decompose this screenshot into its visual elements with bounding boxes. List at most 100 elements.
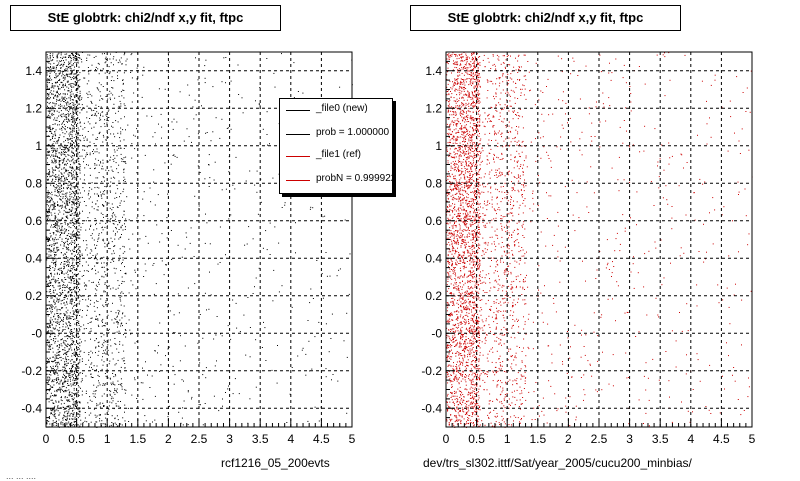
data-point <box>227 388 228 389</box>
data-point <box>65 424 66 425</box>
data-point <box>460 400 461 401</box>
data-point <box>52 138 53 139</box>
y-tick-label: 1.2 <box>25 101 42 115</box>
data-point <box>108 243 109 244</box>
data-point <box>113 212 114 213</box>
data-point <box>71 282 72 283</box>
data-point <box>128 421 129 422</box>
data-point <box>74 290 75 291</box>
data-point <box>67 335 68 336</box>
data-point <box>70 84 71 85</box>
data-point <box>88 306 89 307</box>
data-point <box>97 139 98 140</box>
data-point <box>60 106 61 107</box>
data-point <box>479 297 480 298</box>
data-point <box>49 416 50 417</box>
data-point <box>46 423 47 424</box>
data-point <box>57 148 58 149</box>
data-point <box>72 392 73 393</box>
data-point <box>665 95 666 96</box>
data-point <box>67 235 68 236</box>
data-point <box>93 149 94 150</box>
data-point <box>55 209 56 210</box>
data-point <box>58 63 59 64</box>
data-point <box>259 268 260 269</box>
data-point <box>122 417 123 418</box>
data-point <box>68 422 69 423</box>
data-point <box>66 307 67 308</box>
data-point <box>74 243 75 244</box>
data-point <box>50 372 51 373</box>
data-point <box>70 215 71 216</box>
data-point <box>79 315 80 316</box>
data-point <box>84 421 85 422</box>
data-point <box>98 371 99 372</box>
data-point <box>87 254 88 255</box>
data-point <box>50 58 51 59</box>
data-point <box>84 352 85 353</box>
data-point <box>79 55 80 56</box>
data-point <box>115 423 116 424</box>
data-point <box>118 207 119 208</box>
data-point <box>63 214 64 215</box>
data-point <box>61 155 62 156</box>
data-point <box>73 402 74 403</box>
data-point <box>79 170 80 171</box>
data-point <box>67 69 68 70</box>
data-point <box>48 278 49 279</box>
data-point <box>47 179 48 180</box>
data-point <box>80 107 81 108</box>
data-point <box>64 274 65 275</box>
data-point <box>108 117 109 118</box>
data-point <box>69 259 70 260</box>
data-point <box>98 210 99 211</box>
data-point <box>496 105 497 106</box>
data-point <box>76 331 77 332</box>
data-point <box>100 402 101 403</box>
data-point <box>71 268 72 269</box>
data-point <box>469 330 470 331</box>
data-point <box>70 330 71 331</box>
data-point <box>70 211 71 212</box>
data-point <box>66 273 67 274</box>
data-point <box>52 161 53 162</box>
y-tick-label: -0 <box>31 326 42 340</box>
data-point <box>185 346 186 347</box>
data-point <box>74 398 75 399</box>
data-point <box>57 310 58 311</box>
data-point <box>52 113 53 114</box>
data-point <box>75 309 76 310</box>
data-point <box>57 143 58 144</box>
data-point <box>216 117 217 118</box>
data-point <box>83 422 84 423</box>
data-point <box>55 362 56 363</box>
data-point <box>539 182 540 183</box>
data-point <box>128 239 129 240</box>
data-point <box>87 310 88 311</box>
data-point <box>518 174 519 175</box>
data-point <box>71 215 72 216</box>
data-point <box>58 301 59 302</box>
data-point <box>73 310 74 311</box>
data-point <box>59 99 60 100</box>
data-point <box>71 58 72 59</box>
data-point <box>153 263 154 264</box>
data-point <box>65 329 66 330</box>
data-point <box>228 218 229 219</box>
data-point <box>225 82 226 83</box>
data-point <box>61 279 62 280</box>
data-point <box>118 419 119 420</box>
data-point <box>72 65 73 66</box>
data-point <box>508 286 509 287</box>
data-point <box>73 362 74 363</box>
data-point <box>73 225 74 226</box>
data-point <box>72 210 73 211</box>
data-point <box>200 404 201 405</box>
data-point <box>50 396 51 397</box>
data-point <box>109 402 110 403</box>
data-point <box>63 60 64 61</box>
data-point <box>52 319 53 320</box>
data-point <box>66 105 67 106</box>
data-point <box>95 114 96 115</box>
data-point <box>67 248 68 249</box>
